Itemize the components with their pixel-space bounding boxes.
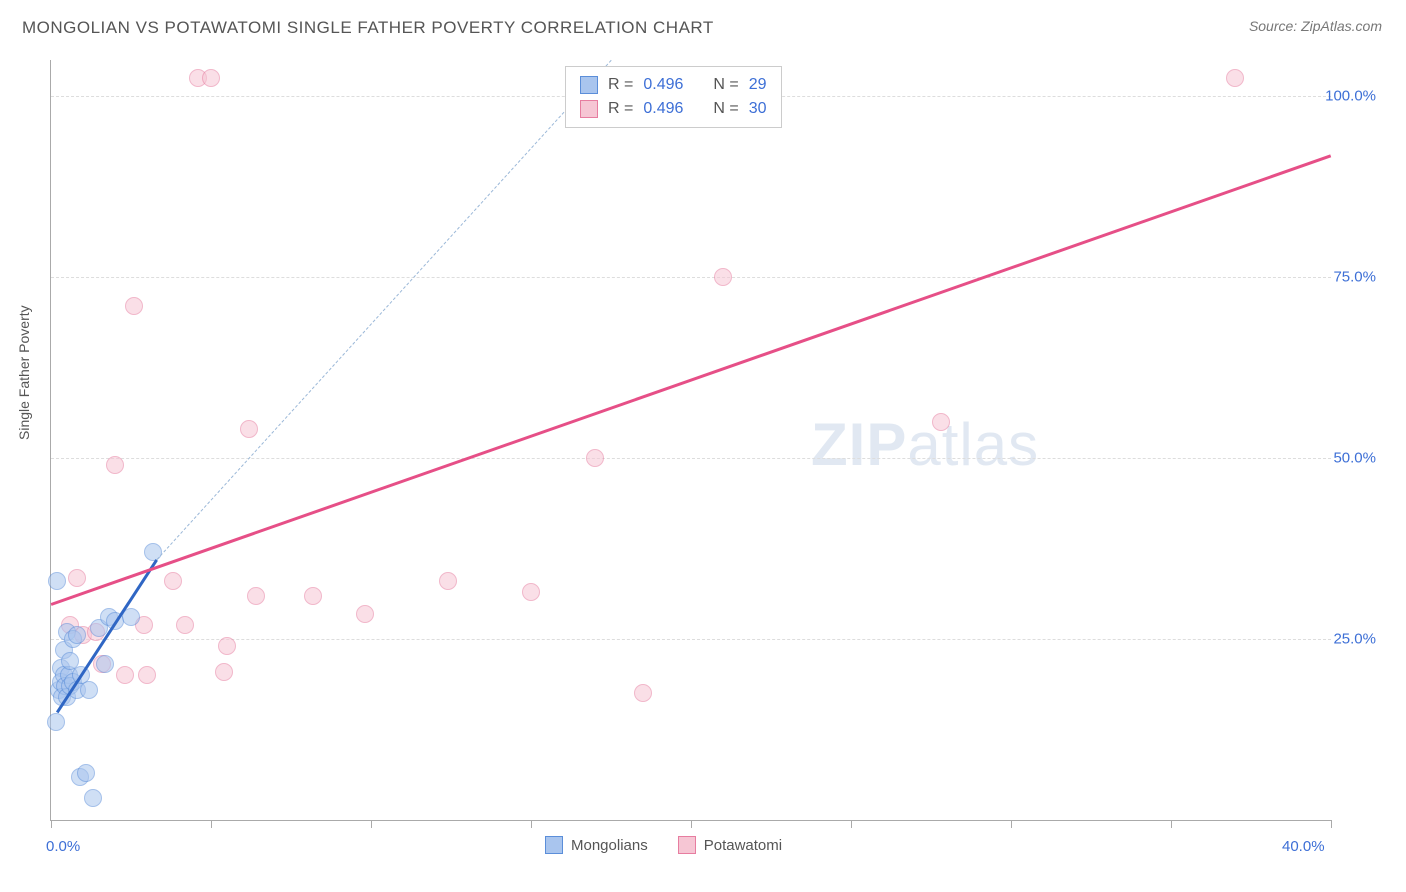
- scatter-point-potawatomi: [176, 616, 194, 634]
- scatter-point-mongolians: [144, 543, 162, 561]
- legend-swatch: [545, 836, 563, 854]
- scatter-point-potawatomi: [932, 413, 950, 431]
- x-tick: [1331, 820, 1332, 828]
- correlation-stats-box: R = 0.496 N = 29 R = 0.496 N = 30: [565, 66, 782, 128]
- scatter-point-potawatomi: [240, 420, 258, 438]
- x-tick: [1011, 820, 1012, 828]
- legend-item: Potawatomi: [678, 836, 782, 854]
- watermark: ZIPatlas: [811, 410, 1039, 479]
- x-tick: [211, 820, 212, 828]
- legend-swatch: [580, 76, 598, 94]
- scatter-point-potawatomi: [439, 572, 457, 590]
- x-tick-label: 40.0%: [1282, 838, 1325, 855]
- stats-row: R = 0.496 N = 29: [580, 73, 767, 97]
- chart-title: MONGOLIAN VS POTAWATOMI SINGLE FATHER PO…: [22, 18, 714, 38]
- legend-swatch: [678, 836, 696, 854]
- stats-row: R = 0.496 N = 30: [580, 97, 767, 121]
- x-tick: [851, 820, 852, 828]
- scatter-chart: ZIPatlas: [50, 60, 1331, 821]
- n-value: 29: [749, 73, 767, 97]
- scatter-point-potawatomi: [116, 666, 134, 684]
- scatter-point-mongolians: [48, 572, 66, 590]
- scatter-point-potawatomi: [125, 297, 143, 315]
- x-tick: [371, 820, 372, 828]
- scatter-point-mongolians: [80, 681, 98, 699]
- scatter-point-potawatomi: [634, 684, 652, 702]
- legend-label: Potawatomi: [704, 837, 782, 854]
- scatter-point-potawatomi: [68, 569, 86, 587]
- scatter-point-mongolians: [96, 655, 114, 673]
- source-attribution: Source: ZipAtlas.com: [1249, 18, 1382, 34]
- x-tick: [1171, 820, 1172, 828]
- scatter-point-potawatomi: [215, 663, 233, 681]
- y-tick-label: 25.0%: [1333, 631, 1376, 648]
- scatter-point-potawatomi: [356, 605, 374, 623]
- scatter-point-potawatomi: [138, 666, 156, 684]
- y-axis-label: Single Father Poverty: [16, 305, 32, 440]
- legend-item: Mongolians: [545, 836, 648, 854]
- n-label: N =: [713, 97, 738, 121]
- watermark-zip: ZIP: [811, 411, 907, 478]
- gridline-horizontal: [51, 639, 1331, 640]
- r-value: 0.496: [643, 73, 683, 97]
- scatter-point-mongolians: [68, 626, 86, 644]
- scatter-point-mongolians: [47, 713, 65, 731]
- x-tick: [51, 820, 52, 828]
- scatter-point-potawatomi: [247, 587, 265, 605]
- n-value: 30: [749, 97, 767, 121]
- legend-swatch: [580, 100, 598, 118]
- scatter-point-mongolians: [77, 764, 95, 782]
- x-tick: [531, 820, 532, 828]
- legend-label: Mongolians: [571, 837, 648, 854]
- scatter-point-potawatomi: [586, 449, 604, 467]
- scatter-point-potawatomi: [164, 572, 182, 590]
- scatter-point-potawatomi: [218, 637, 236, 655]
- scatter-point-potawatomi: [714, 268, 732, 286]
- scatter-point-mongolians: [84, 789, 102, 807]
- scatter-point-potawatomi: [202, 69, 220, 87]
- y-tick-label: 75.0%: [1333, 269, 1376, 286]
- y-tick-label: 50.0%: [1333, 450, 1376, 467]
- r-label: R =: [608, 97, 633, 121]
- y-tick-label: 100.0%: [1325, 88, 1376, 105]
- scatter-point-mongolians: [122, 608, 140, 626]
- gridline-horizontal: [51, 458, 1331, 459]
- scatter-point-potawatomi: [106, 456, 124, 474]
- r-value: 0.496: [643, 97, 683, 121]
- watermark-atlas: atlas: [907, 411, 1039, 478]
- scatter-point-potawatomi: [522, 583, 540, 601]
- gridline-horizontal: [51, 277, 1331, 278]
- r-label: R =: [608, 73, 633, 97]
- series-legend: Mongolians Potawatomi: [545, 836, 782, 854]
- scatter-point-potawatomi: [304, 587, 322, 605]
- trend-line: [51, 154, 1332, 605]
- scatter-point-potawatomi: [1226, 69, 1244, 87]
- x-tick-label: 0.0%: [46, 838, 80, 855]
- x-tick: [691, 820, 692, 828]
- n-label: N =: [713, 73, 738, 97]
